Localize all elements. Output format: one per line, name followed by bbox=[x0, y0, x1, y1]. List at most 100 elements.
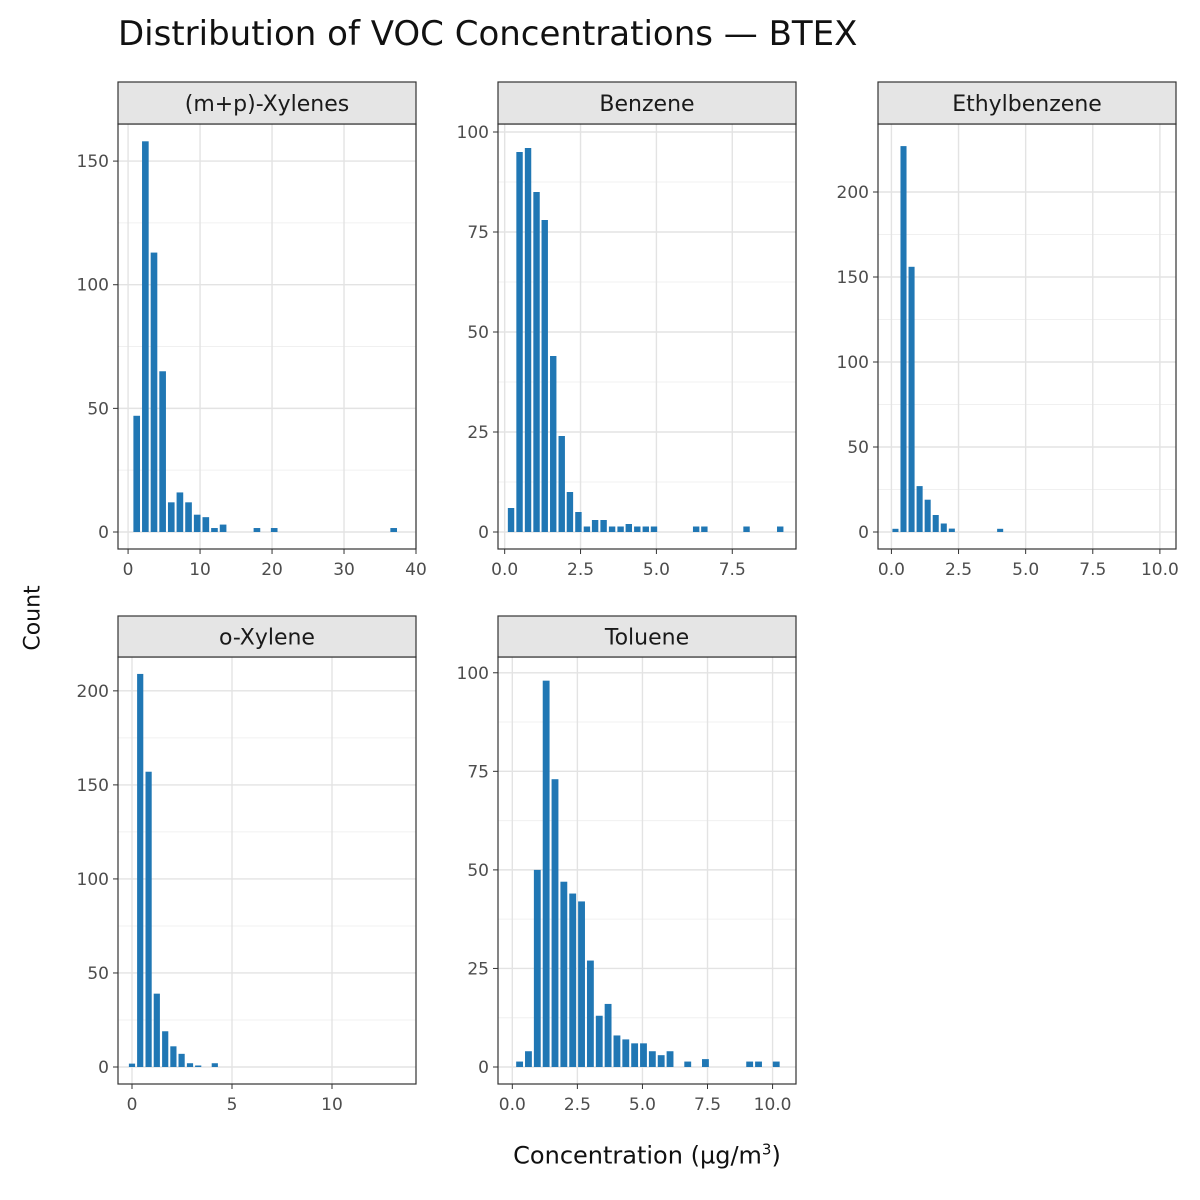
x-tick-label: 5.0 bbox=[643, 560, 670, 580]
x-axis-title-text: Concentration (µg/m bbox=[513, 1141, 762, 1170]
histogram-bar bbox=[128, 1063, 136, 1067]
y-tick-label: 25 bbox=[467, 959, 489, 979]
x-tick-label: 10.0 bbox=[1141, 560, 1179, 580]
histogram-bar bbox=[142, 141, 149, 533]
x-tick-label: 7.5 bbox=[694, 1095, 721, 1115]
histogram-bar bbox=[916, 486, 923, 532]
y-tick-label: 75 bbox=[467, 223, 489, 243]
x-tick-label: 20 bbox=[261, 560, 283, 580]
x-tick-label: 10 bbox=[321, 1095, 343, 1115]
y-tick-label: 100 bbox=[837, 353, 869, 373]
y-tick-label: 50 bbox=[467, 323, 489, 343]
panel-background bbox=[118, 124, 416, 549]
y-tick-label: 75 bbox=[467, 762, 489, 782]
x-tick-label: 2.5 bbox=[945, 560, 972, 580]
x-tick-label: 5 bbox=[227, 1095, 238, 1115]
x-tick-label: 5.0 bbox=[1012, 560, 1039, 580]
histogram-bar bbox=[772, 1061, 780, 1067]
histogram-bar bbox=[631, 1043, 639, 1067]
histogram-bar bbox=[600, 520, 607, 532]
histogram-bar bbox=[167, 502, 175, 532]
y-tick-label: 150 bbox=[837, 268, 869, 288]
histogram-bar bbox=[604, 1003, 612, 1067]
histogram-bar bbox=[507, 508, 515, 532]
histogram-bar bbox=[940, 523, 947, 532]
y-tick-label: 100 bbox=[457, 123, 489, 143]
y-tick-label: 100 bbox=[457, 664, 489, 684]
histogram-bar bbox=[270, 528, 278, 532]
histogram-bar bbox=[908, 266, 915, 532]
histogram-bar bbox=[202, 517, 210, 532]
x-tick-label: 0 bbox=[127, 1095, 138, 1115]
x-tick-label: 0.0 bbox=[491, 560, 518, 580]
histogram-bar bbox=[892, 528, 899, 532]
histogram-bar bbox=[625, 524, 632, 532]
histogram-bar bbox=[613, 1035, 621, 1067]
histogram-bar bbox=[516, 1061, 524, 1067]
histogram-bar bbox=[642, 526, 649, 532]
histogram-bar bbox=[566, 492, 574, 532]
histogram-bar bbox=[746, 1061, 754, 1067]
histogram-bar bbox=[133, 415, 141, 532]
x-tick-label: 10.0 bbox=[754, 1095, 792, 1115]
facet-strip-label: (m+p)-Xylenes bbox=[185, 92, 350, 117]
x-tick-label: 2.5 bbox=[564, 1095, 591, 1115]
x-tick-label: 0.0 bbox=[499, 1095, 526, 1115]
panel-background bbox=[118, 657, 416, 1084]
histogram-bar bbox=[525, 1051, 532, 1067]
histogram-bar bbox=[932, 515, 939, 532]
histogram-bar bbox=[702, 1059, 709, 1067]
y-tick-label: 50 bbox=[467, 861, 489, 881]
histogram-bar bbox=[755, 1061, 762, 1067]
x-tick-label: 7.5 bbox=[719, 560, 746, 580]
histogram-bar bbox=[390, 528, 398, 532]
facet-strip-label: Toluene bbox=[604, 626, 689, 651]
histogram-bar bbox=[253, 528, 261, 532]
y-tick-label: 0 bbox=[478, 523, 489, 543]
facet-strip bbox=[117, 81, 417, 125]
y-tick-label: 25 bbox=[467, 423, 489, 443]
chart-title: Distribution of VOC Concentrations — BTE… bbox=[118, 14, 858, 54]
histogram-bar bbox=[195, 1065, 202, 1067]
histogram-bar bbox=[551, 779, 559, 1067]
y-tick-label: 50 bbox=[87, 399, 109, 419]
histogram-bar bbox=[137, 673, 144, 1067]
histogram-bar bbox=[684, 1061, 692, 1067]
x-tick-label: 10 bbox=[189, 560, 211, 580]
histogram-bar bbox=[948, 528, 955, 532]
histogram-bar bbox=[162, 1031, 169, 1067]
histogram-bar bbox=[622, 1039, 630, 1067]
facet-strip bbox=[497, 615, 797, 658]
y-tick-label: 200 bbox=[837, 183, 869, 203]
y-tick-label: 150 bbox=[77, 776, 109, 796]
y-tick-label: 0 bbox=[478, 1058, 489, 1078]
y-tick-label: 0 bbox=[858, 523, 869, 543]
facet-strip-label: o-Xylene bbox=[219, 626, 315, 651]
y-tick-label: 50 bbox=[87, 964, 109, 984]
histogram-bar bbox=[219, 524, 227, 532]
histogram-bar bbox=[595, 1015, 603, 1067]
histogram-bar bbox=[657, 1055, 665, 1067]
histogram-bar bbox=[743, 526, 750, 532]
y-tick-label: 0 bbox=[98, 523, 109, 543]
facet-strip bbox=[497, 81, 797, 125]
facet-strip-label: Ethylbenzene bbox=[952, 92, 1102, 117]
histogram-bar bbox=[516, 152, 523, 532]
histogram-bar bbox=[533, 869, 541, 1067]
x-tick-label: 40 bbox=[405, 560, 427, 580]
x-tick-label: 0.0 bbox=[878, 560, 905, 580]
histogram-bar bbox=[550, 356, 557, 532]
facet-strip bbox=[117, 615, 417, 658]
histogram-bar bbox=[150, 252, 158, 532]
histogram-bar bbox=[666, 1051, 674, 1067]
histogram-bar bbox=[997, 528, 1004, 532]
histogram-bar bbox=[701, 526, 708, 532]
histogram-bar bbox=[542, 680, 550, 1067]
y-tick-label: 200 bbox=[77, 682, 109, 702]
histogram-bar bbox=[900, 146, 907, 532]
histogram-bar bbox=[634, 526, 641, 532]
y-tick-label: 0 bbox=[98, 1058, 109, 1078]
histogram-bar bbox=[193, 514, 201, 532]
